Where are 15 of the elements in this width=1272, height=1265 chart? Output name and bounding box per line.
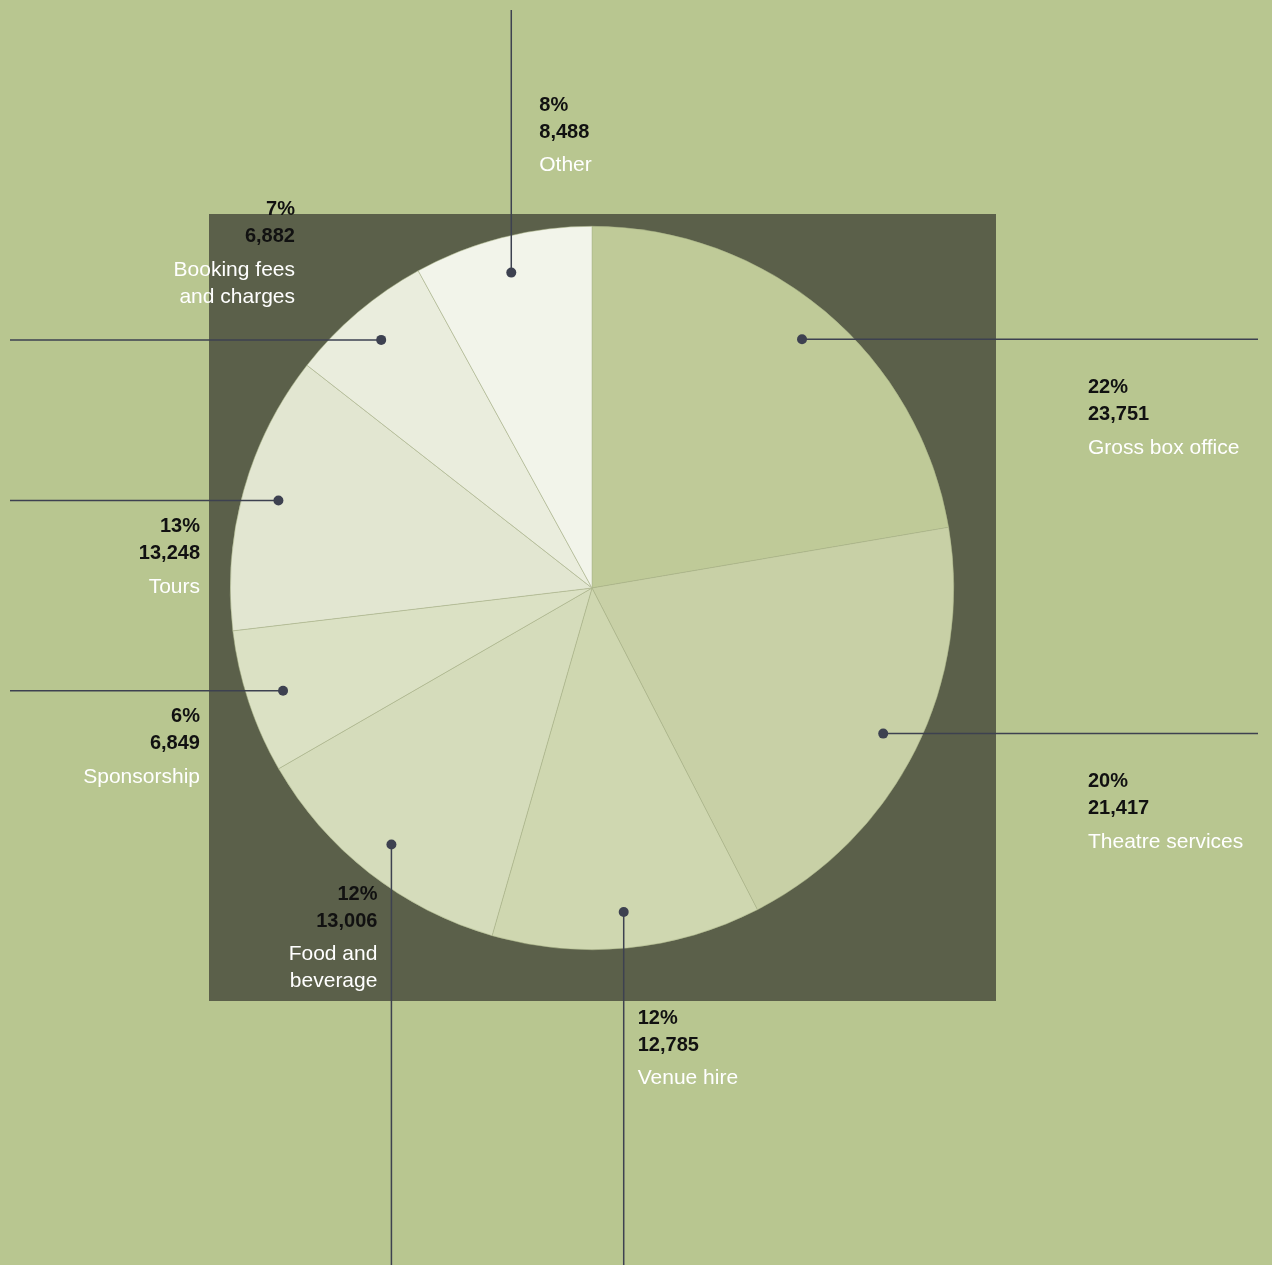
data-label: 8% 8,488 [539,92,590,142]
data-label: 12% 13,006 [316,881,378,931]
slice-label: Sponsorship [83,764,200,787]
slice-label: Tours [148,573,200,597]
slice-label: Other [539,152,592,176]
data-label: 6% 6,849 [149,704,201,754]
slice-label: Gross box office [1088,434,1240,458]
data-label: 22% 23,751 [1088,374,1150,424]
slice-label: Venue hire [637,1065,739,1089]
data-label: 20% 21,417 [1088,769,1150,819]
slice-label: Food and beverage [288,941,378,992]
data-label: 12% 12,785 [637,1005,699,1055]
data-label: 13% 13,248 [138,513,201,563]
data-label: 7% 6,882 [244,197,296,247]
slice-label: Theatre services [1088,828,1244,852]
